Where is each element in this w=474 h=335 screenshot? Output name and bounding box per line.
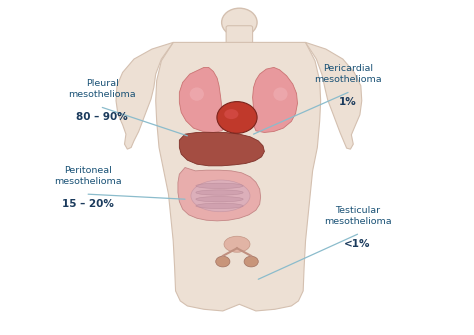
Polygon shape	[179, 132, 264, 166]
Polygon shape	[156, 43, 320, 311]
Text: Testicular
mesothelioma: Testicular mesothelioma	[324, 206, 392, 226]
Ellipse shape	[191, 180, 250, 212]
Text: Peritoneal
mesothelioma: Peritoneal mesothelioma	[55, 166, 122, 186]
Ellipse shape	[224, 236, 250, 252]
Text: 1%: 1%	[339, 97, 357, 108]
Text: 15 – 20%: 15 – 20%	[62, 199, 114, 209]
Ellipse shape	[273, 87, 288, 101]
Ellipse shape	[216, 256, 230, 267]
Polygon shape	[179, 67, 225, 132]
Text: Pleural
mesothelioma: Pleural mesothelioma	[69, 79, 136, 99]
Polygon shape	[178, 168, 261, 221]
Ellipse shape	[222, 8, 257, 37]
Ellipse shape	[196, 197, 243, 202]
Ellipse shape	[190, 87, 204, 101]
Polygon shape	[306, 43, 362, 149]
Text: Pericardial
mesothelioma: Pericardial mesothelioma	[314, 64, 382, 84]
FancyBboxPatch shape	[226, 26, 253, 44]
Ellipse shape	[196, 183, 243, 189]
Text: 80 – 90%: 80 – 90%	[76, 113, 128, 123]
Ellipse shape	[224, 109, 238, 119]
Ellipse shape	[217, 102, 257, 133]
Text: <1%: <1%	[344, 239, 371, 249]
Ellipse shape	[244, 256, 258, 267]
Ellipse shape	[196, 190, 243, 195]
Ellipse shape	[196, 203, 243, 208]
Polygon shape	[253, 67, 298, 132]
Polygon shape	[116, 43, 173, 149]
